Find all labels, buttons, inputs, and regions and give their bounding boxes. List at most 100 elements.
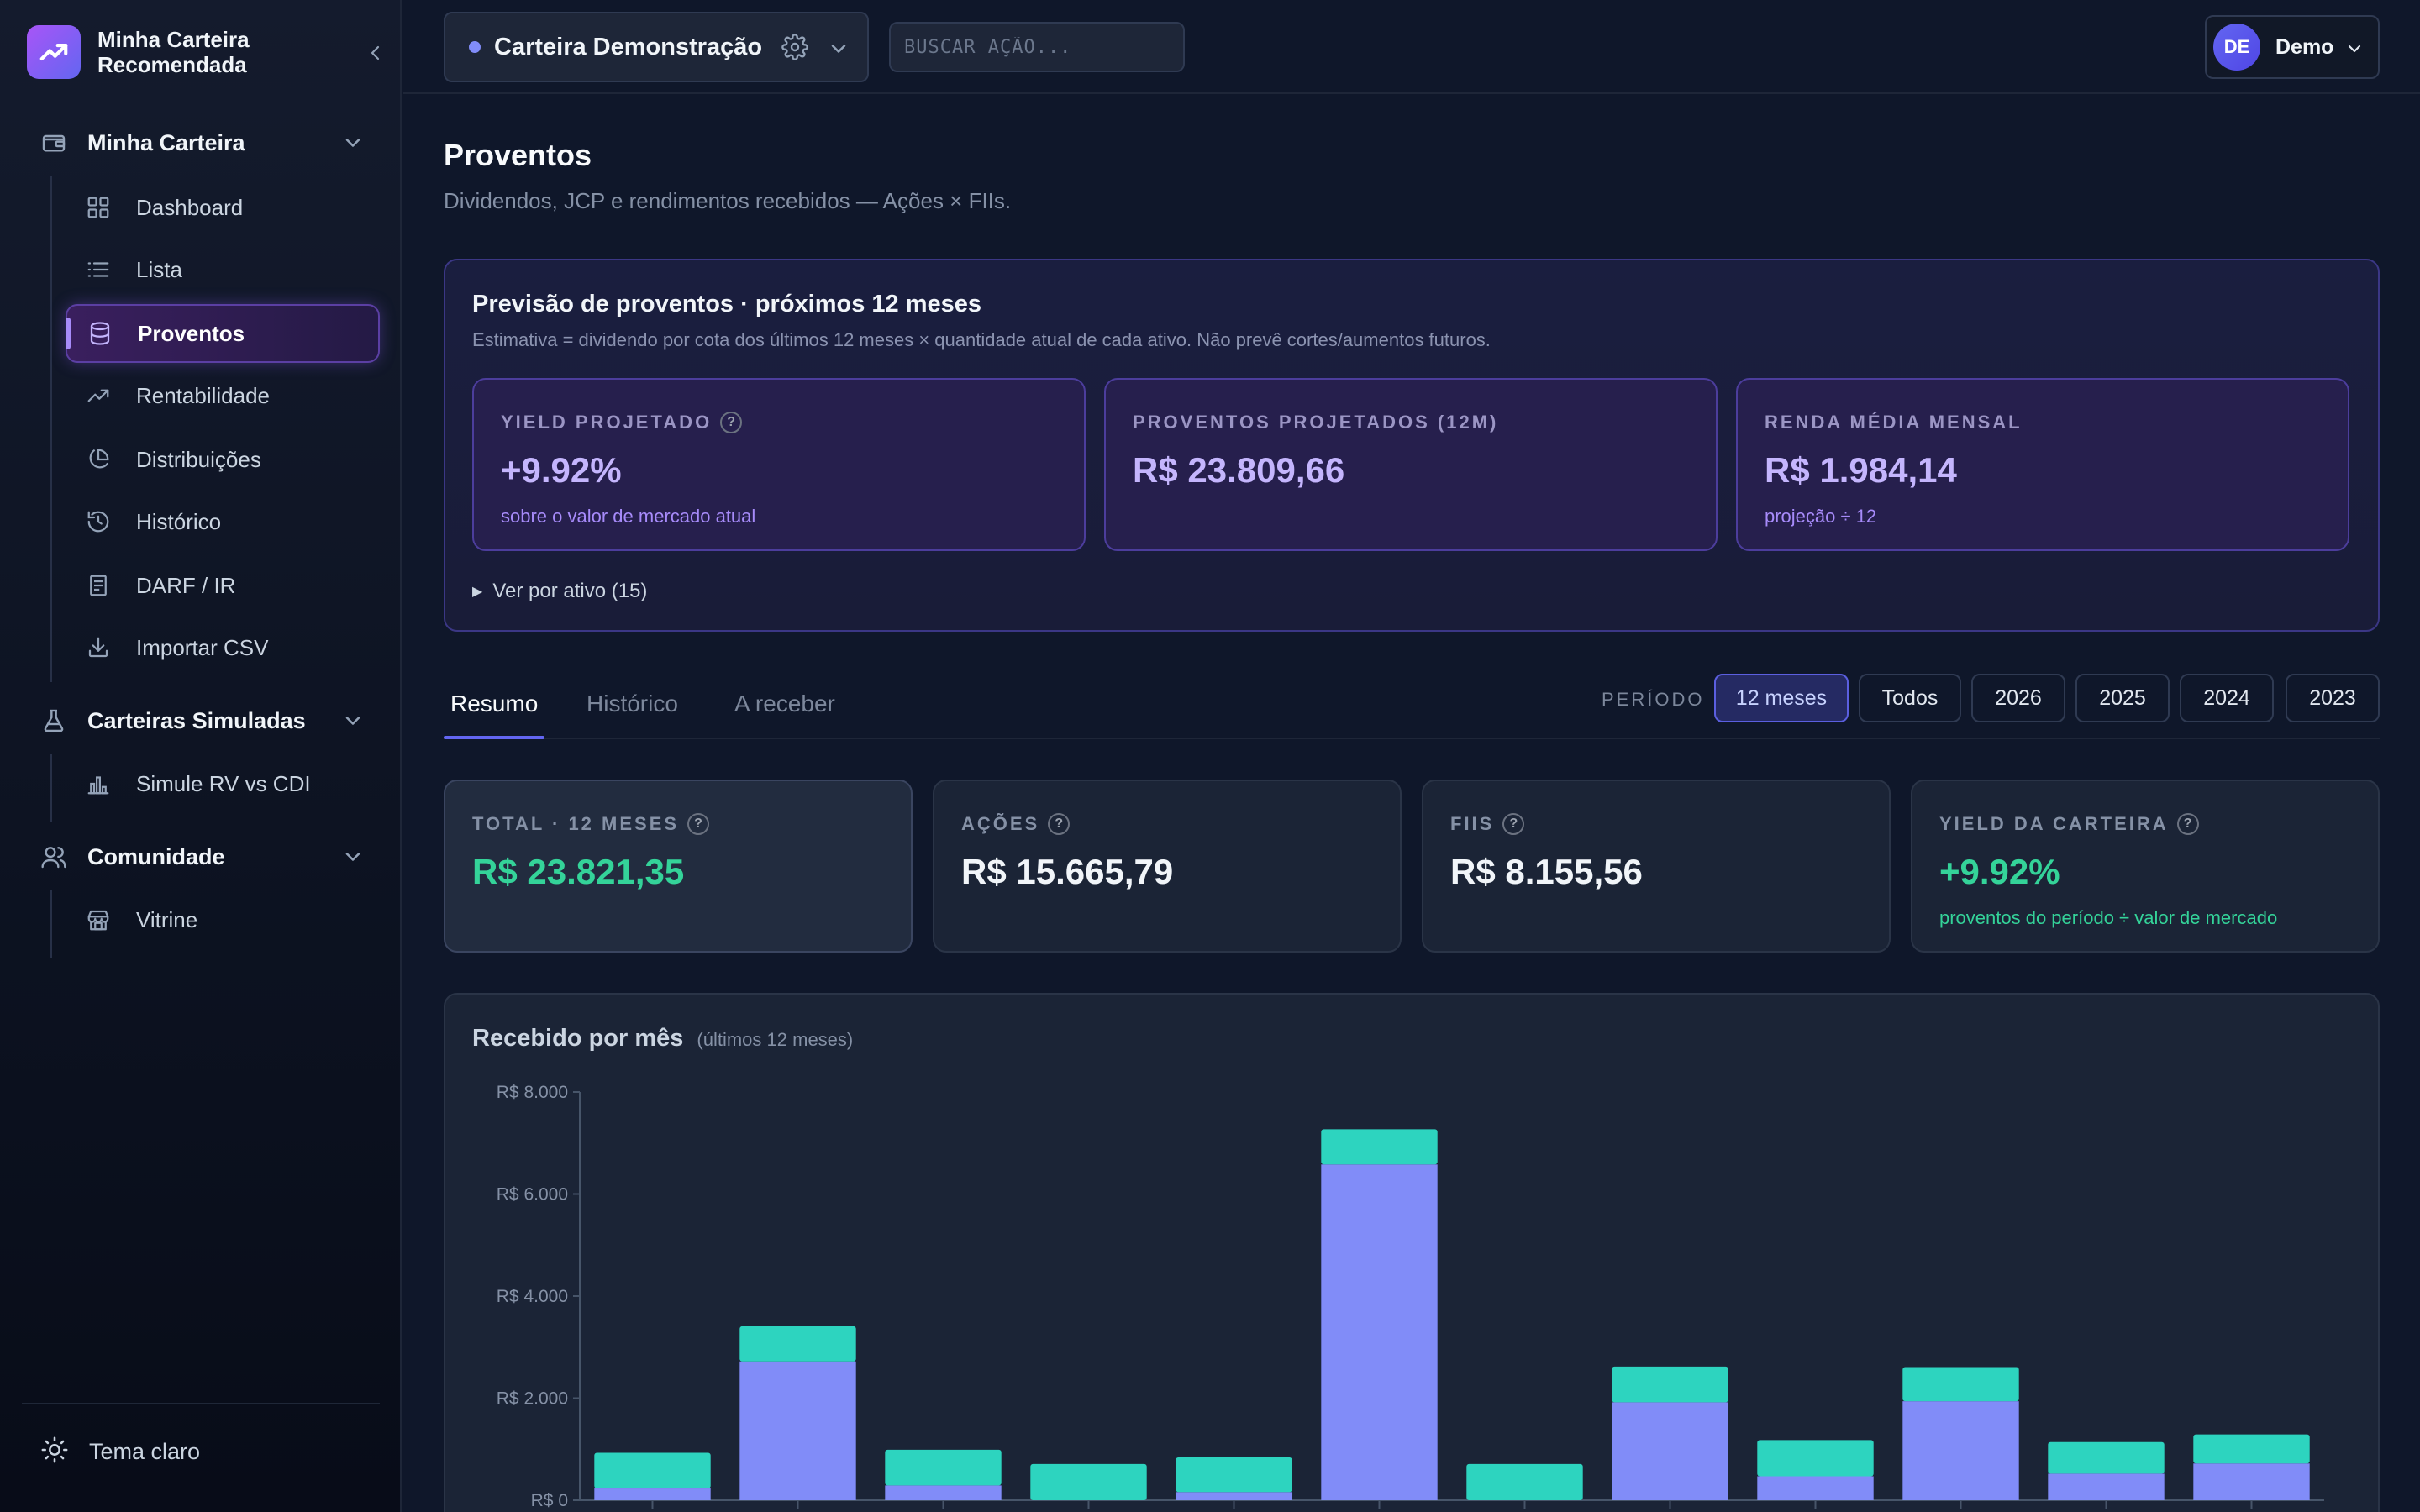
download-icon <box>86 635 114 660</box>
summary-card-yield[interactable]: YIELD DA CARTEIRA ? +9.92% proventos do … <box>1911 780 2380 953</box>
help-icon[interactable]: ? <box>1048 813 1071 835</box>
bar-segment <box>1612 1402 1728 1500</box>
sidebar-item-label: Simule RV vs CDI <box>136 770 311 796</box>
bar-segment <box>1466 1463 1583 1500</box>
sidebar-item-historico[interactable]: Histórico <box>66 492 380 551</box>
section-carteiras-simuladas[interactable]: Carteiras Simuladas <box>40 702 368 739</box>
status-dot <box>469 41 481 53</box>
brand-name: Minha Carteira Recomendada <box>97 27 250 77</box>
sidebar-item-distribuicoes[interactable]: Distribuições <box>66 430 380 489</box>
section-comunidade[interactable]: Comunidade <box>40 838 368 875</box>
list-icon <box>86 257 114 282</box>
forecast-card-label-text: PROVENTOS PROJETADOS (12M) <box>1133 412 1499 433</box>
forecast-card-label-text: RENDA MÉDIA MENSAL <box>1765 412 2023 433</box>
bar-segment <box>1757 1440 1874 1477</box>
brand-name-line1: Minha Carteira <box>97 27 250 52</box>
monthly-bar-chart: R$ 0 R$ 2.000 R$ 4.000 R$ 6.000 R$ 8.000 <box>497 1083 2324 1510</box>
theme-toggle-label: Tema claro <box>89 1438 201 1464</box>
chevron-down-icon[interactable] <box>341 709 365 737</box>
summary-card-fiis[interactable]: FIIS ? R$ 8.155,56 <box>1422 780 1891 953</box>
search-input[interactable] <box>889 22 1185 72</box>
summary-card-total[interactable]: TOTAL · 12 MESES ? R$ 23.821,35 <box>444 780 913 953</box>
sidebar-item-dashboard[interactable]: Dashboard <box>66 178 380 237</box>
collapse-sidebar-button[interactable] <box>361 39 390 67</box>
summary-card-label: FIIS ? <box>1450 813 1525 835</box>
period-2025-button[interactable]: 2025 <box>2075 674 2170 722</box>
help-icon[interactable]: ? <box>2176 813 2199 835</box>
chevron-down-icon[interactable] <box>827 37 850 65</box>
tab-a-receber[interactable]: A receber <box>734 690 835 717</box>
sidebar-item-label: Lista <box>136 256 182 282</box>
forecast-card-yield: YIELD PROJETADO ? +9.92% sobre o valor d… <box>472 378 1086 551</box>
sidebar-item-label: Vitrine <box>136 906 198 932</box>
theme-toggle-button[interactable]: Tema claro <box>40 1433 200 1470</box>
sidebar-item-simule-rv-vs-cdi[interactable]: Simule RV vs CDI <box>66 754 380 813</box>
section-minha-carteira[interactable]: Minha Carteira <box>40 124 368 161</box>
bar-chart-icon <box>86 771 114 796</box>
nav-tree-line <box>50 890 52 958</box>
period-2024-button[interactable]: 2024 <box>2180 674 2274 722</box>
sidebar-item-label: Distribuições <box>136 446 261 472</box>
summary-card-label-text: TOTAL · 12 MESES <box>472 813 680 834</box>
gear-icon[interactable] <box>781 34 808 65</box>
help-icon[interactable]: ? <box>720 412 743 433</box>
tab-historico[interactable]: Histórico <box>587 690 678 717</box>
summary-card-acoes[interactable]: AÇÕES ? R$ 15.665,79 <box>933 780 1402 953</box>
summary-card-value: R$ 15.665,79 <box>961 852 1174 891</box>
sidebar-item-vitrine[interactable]: Vitrine <box>66 890 380 949</box>
sidebar-item-lista[interactable]: Lista <box>66 240 380 299</box>
chart-title-text: Recebido por mês <box>472 1025 684 1052</box>
sidebar-item-rentabilidade[interactable]: Rentabilidade <box>66 366 380 425</box>
forecast-card-value: +9.92% <box>501 450 622 490</box>
summary-card-value: R$ 23.821,35 <box>472 852 685 891</box>
bar-segment <box>1176 1457 1292 1493</box>
brand-name-line2: Recomendada <box>97 52 247 77</box>
bar-segment <box>2193 1434 2310 1464</box>
period-2023-button[interactable]: 2023 <box>2286 674 2380 722</box>
sidebar-item-darf-ir[interactable]: DARF / IR <box>66 556 380 615</box>
pie-chart-icon <box>86 447 114 472</box>
sidebar-item-label: DARF / IR <box>136 572 236 598</box>
bar-segment <box>739 1326 856 1362</box>
bar-segment <box>885 1485 1002 1500</box>
brand[interactable]: Minha Carteira Recomendada <box>27 25 380 82</box>
tab-resumo[interactable]: Resumo <box>443 690 545 739</box>
database-icon <box>87 321 116 346</box>
sun-icon <box>40 1436 69 1468</box>
chevron-down-icon[interactable] <box>341 131 365 159</box>
bar-segment <box>739 1361 856 1500</box>
chart-subtitle: (últimos 12 meses) <box>697 1029 854 1050</box>
bar-segment <box>2048 1441 2165 1474</box>
history-icon <box>86 509 114 534</box>
tabs-row: Resumo Histórico A receber PERÍODO 12 me… <box>443 672 2380 739</box>
user-name: Demo <box>2275 34 2334 59</box>
bar-segment <box>594 1488 711 1500</box>
flask-icon <box>40 707 69 734</box>
chevron-down-icon[interactable] <box>341 845 365 873</box>
forecast-card-label: YIELD PROJETADO ? <box>501 412 743 433</box>
nav-tree-line <box>50 176 52 682</box>
forecast-description: Estimativa = dividendo por cota dos últi… <box>472 329 1491 350</box>
sidebar-item-label: Rentabilidade <box>136 382 271 408</box>
portfolio-name: Carteira Demonstração <box>494 33 763 60</box>
bar-segment <box>1321 1129 1438 1165</box>
period-2026-button[interactable]: 2026 <box>1971 674 2065 722</box>
help-icon[interactable]: ? <box>687 813 710 835</box>
sidebar-item-proventos[interactable]: Proventos <box>66 304 380 363</box>
user-menu[interactable]: DE Demo <box>2205 15 2380 79</box>
forecast-title: Previsão de proventos · próximos 12 mese… <box>472 291 982 318</box>
portfolio-select[interactable]: Carteira Demonstração <box>444 12 869 82</box>
forecast-card-label-text: YIELD PROJETADO <box>501 412 713 433</box>
expand-per-asset-toggle[interactable]: ▶ Ver por ativo (15) <box>472 580 647 603</box>
page-title: Proventos <box>444 138 592 172</box>
y-tick-label: R$ 0 <box>531 1491 568 1510</box>
period-todos-button[interactable]: Todos <box>1859 674 1961 722</box>
sidebar-item-importar-csv[interactable]: Importar CSV <box>66 618 380 677</box>
help-icon[interactable]: ? <box>1502 813 1525 835</box>
y-tick-label: R$ 2.000 <box>497 1389 568 1409</box>
avatar: DE <box>2213 24 2260 71</box>
y-tick-label: R$ 4.000 <box>497 1287 568 1306</box>
section-label: Minha Carteira <box>87 129 245 155</box>
sidebar-divider <box>22 1403 380 1404</box>
period-12-meses-button[interactable]: 12 meses <box>1714 674 1849 722</box>
